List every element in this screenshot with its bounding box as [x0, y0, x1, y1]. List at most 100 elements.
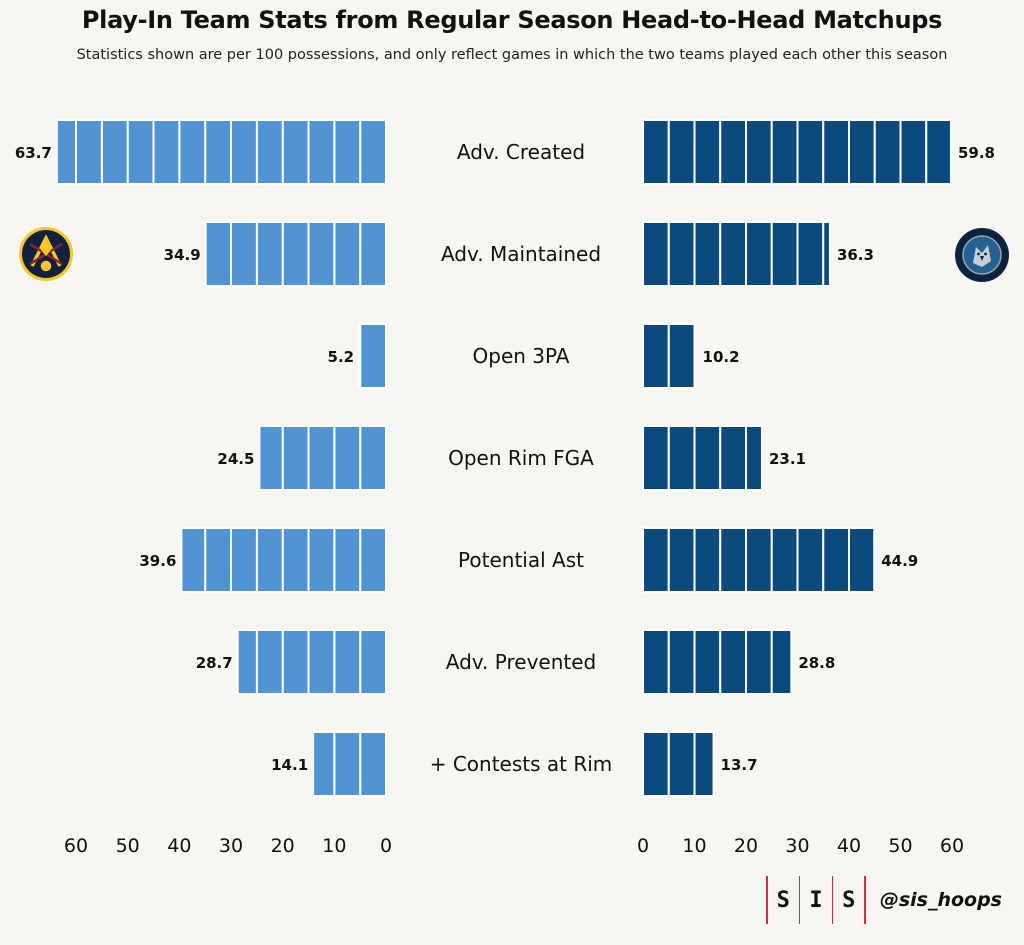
bar-segment [745, 119, 773, 185]
bar-segment [719, 221, 747, 287]
bar-segment [642, 629, 670, 695]
bar-segment [822, 119, 850, 185]
bar-segment [667, 323, 696, 389]
right-axis-tick: 10 [682, 835, 706, 857]
bar-segment [307, 425, 336, 491]
bar-segment [693, 323, 697, 389]
bar-segment [358, 323, 362, 389]
right-bar-6 [642, 731, 715, 797]
bar-segment [333, 425, 362, 491]
left-value-label: 5.2 [328, 348, 355, 366]
bar-segment [281, 425, 310, 491]
left-axis-tick: 10 [322, 835, 346, 857]
logo-divider [864, 876, 866, 924]
left-axis-tick: 60 [64, 835, 88, 857]
bar-segment [333, 221, 362, 287]
bar-segment [667, 119, 696, 185]
left-value-label: 63.7 [15, 144, 52, 162]
left-team-bars [55, 119, 387, 797]
footer: S I S @sis_hoops [766, 876, 1002, 924]
bar-segment [642, 731, 670, 797]
value-labels: 63.7 59.8 34.9 36.3 5.2 10.2 24.5 23.1 39.6 44.9 2… [15, 144, 995, 774]
bar-segment [307, 221, 336, 287]
bar-segment [770, 119, 799, 185]
bar-segment [642, 425, 670, 491]
bar-segment [745, 629, 773, 695]
bar-segment [642, 527, 670, 593]
bar-segment [667, 731, 696, 797]
bar-segment [822, 527, 850, 593]
right-axis-tick: 30 [785, 835, 809, 857]
bar-segment [693, 221, 722, 287]
bar-segment [796, 527, 825, 593]
category-label: Open 3PA [473, 344, 570, 368]
right-value-label: 28.8 [798, 654, 835, 672]
category-label: Adv. Maintained [441, 242, 601, 266]
bar-segment [848, 119, 876, 185]
sis-logo: S I S [766, 876, 866, 924]
right-bar-3 [642, 425, 763, 491]
bar-segment [152, 119, 181, 185]
right-value-label: 23.1 [769, 450, 806, 468]
chart-subtitle: Statistics shown are per 100 possessions… [76, 47, 948, 63]
left-value-label: 34.9 [164, 246, 201, 264]
bar-segment [745, 221, 773, 287]
bar-segment [230, 221, 258, 287]
bar-segment [180, 527, 207, 593]
logo-letter: S [842, 887, 856, 913]
bar-segment [55, 119, 78, 185]
right-value-label: 59.8 [958, 144, 995, 162]
left-axis-tick: 0 [380, 835, 392, 857]
bar-segment [359, 731, 387, 797]
bar-segment [178, 119, 207, 185]
left-value-label: 39.6 [139, 552, 176, 570]
bar-segment [230, 527, 258, 593]
category-label: Open Rim FGA [448, 446, 594, 470]
bar-segment [642, 221, 670, 287]
category-label: Adv. Created [457, 140, 585, 164]
category-label: + Contests at Rim [430, 752, 613, 776]
bar-segment [230, 119, 258, 185]
bar-segment [126, 119, 155, 185]
bar-segment [100, 119, 129, 185]
left-axis-tick: 20 [271, 835, 295, 857]
axis-ticks: 0 0 10 10 20 20 30 30 40 40 50 50 60 60 [64, 835, 964, 857]
bar-segment [255, 221, 284, 287]
bar-segment [745, 527, 773, 593]
bar-segment [258, 425, 284, 491]
bar-segment [359, 629, 387, 695]
bar-segment [359, 221, 387, 287]
right-bar-0 [642, 119, 952, 185]
right-axis-tick: 40 [837, 835, 861, 857]
left-bar-5 [236, 629, 387, 695]
bar-segment [745, 425, 763, 491]
bar-segment [333, 527, 362, 593]
bar-segment [899, 119, 928, 185]
bar-segment [307, 119, 336, 185]
bar-segment [236, 629, 258, 695]
left-bar-0 [55, 119, 387, 185]
left-axis-tick: 30 [219, 835, 243, 857]
left-bar-4 [180, 527, 387, 593]
left-value-label: 14.1 [271, 756, 308, 774]
category-label: Adv. Prevented [446, 650, 596, 674]
bar-segment [333, 629, 362, 695]
bar-segment [307, 629, 336, 695]
right-axis-tick: 20 [734, 835, 758, 857]
bar-segment [667, 221, 696, 287]
bar-segment [693, 629, 722, 695]
right-bar-4 [642, 527, 876, 593]
bar-segment [642, 119, 670, 185]
logo-divider [831, 876, 834, 924]
right-axis-tick: 60 [940, 835, 964, 857]
bar-segment [307, 527, 336, 593]
bar-segment [822, 221, 831, 287]
bar-segment [255, 629, 284, 695]
bar-segment [667, 527, 696, 593]
logo-divider [766, 876, 768, 924]
bar-segment [796, 221, 825, 287]
left-bar-1 [204, 221, 387, 287]
chart-title: Play-In Team Stats from Regular Season H… [81, 6, 943, 34]
logo-letter: S [776, 887, 790, 913]
right-value-label: 10.2 [703, 348, 740, 366]
